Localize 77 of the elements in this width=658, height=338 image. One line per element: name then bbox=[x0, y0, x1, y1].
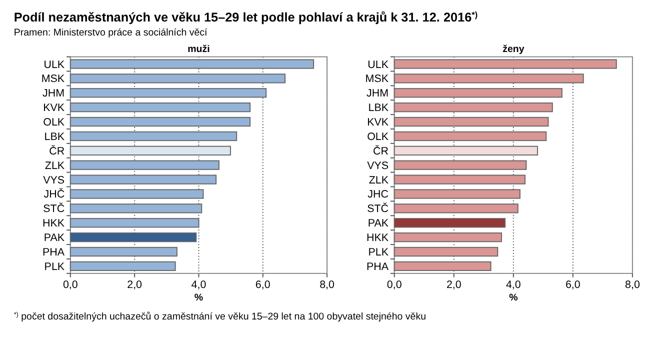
y-tick-label: PLK bbox=[368, 246, 390, 258]
bar bbox=[70, 116, 251, 127]
bar bbox=[70, 189, 204, 199]
y-tick-label: PAK bbox=[44, 232, 66, 244]
y-tick-label: ČR bbox=[373, 144, 389, 158]
y-tick-label: KVK bbox=[43, 102, 66, 114]
bar bbox=[70, 261, 176, 272]
bar bbox=[70, 102, 251, 112]
x-tick-label: 0,0 bbox=[386, 279, 402, 292]
bar bbox=[394, 204, 518, 214]
y-tick-label: HKK bbox=[42, 218, 66, 230]
bar bbox=[70, 218, 200, 228]
bar bbox=[394, 189, 520, 199]
y-tick-label: STČ bbox=[367, 202, 389, 216]
x-tick-label: 6,0 bbox=[255, 279, 270, 292]
y-tick-label: PAK bbox=[368, 218, 390, 230]
bar bbox=[394, 59, 617, 69]
y-tick-label: ULK bbox=[44, 58, 66, 71]
bar bbox=[70, 88, 267, 98]
y-tick-label: JHM bbox=[366, 88, 389, 100]
bar bbox=[394, 146, 538, 156]
bar bbox=[394, 88, 562, 98]
y-tick-label: LBK bbox=[44, 130, 66, 143]
x-tick-label: 4,0 bbox=[506, 279, 521, 292]
bar bbox=[70, 74, 286, 84]
text: $^{*)}$ počet dosažitelných uchazečů o zaměstnání ve věku 15–29 let na 100 obyvatel stejného věku bbox=[14, 310, 426, 322]
y-tick-label: MSK bbox=[41, 73, 66, 86]
bar bbox=[70, 59, 314, 69]
bar bbox=[394, 261, 492, 272]
y-tick-label: PLK bbox=[44, 260, 66, 273]
chart-title: muži bbox=[188, 44, 210, 55]
y-tick-label: JHČ bbox=[44, 188, 65, 201]
y-tick-label: VYS bbox=[43, 174, 65, 186]
y-tick-label: PHA bbox=[366, 260, 390, 273]
x-tick-label: 8,0 bbox=[625, 279, 640, 292]
y-tick-label: MSK bbox=[365, 73, 390, 86]
text: Pramen: Ministerstvo práce a sociálních věcí bbox=[14, 27, 208, 38]
bar bbox=[394, 102, 553, 112]
x-tick-label: 6,0 bbox=[565, 279, 580, 292]
y-tick-label: PHA bbox=[42, 246, 66, 258]
text: Podíl nezaměstnaných ve věku 15–29 let podle pohlaví a krajů k 31. 12. 2016$^{*)}$ bbox=[14, 10, 478, 25]
bar bbox=[394, 218, 506, 228]
y-tick-label: ZLK bbox=[368, 174, 390, 186]
x-tick-label: 0,0 bbox=[62, 279, 78, 292]
y-tick-label: LBK bbox=[368, 102, 390, 114]
x-tick-label: 4,0 bbox=[191, 279, 206, 292]
bar bbox=[70, 246, 178, 257]
bar bbox=[394, 74, 584, 84]
y-tick-label: OLK bbox=[367, 130, 390, 143]
bar bbox=[70, 174, 217, 184]
y-tick-label: JHC bbox=[368, 188, 389, 201]
bar bbox=[394, 131, 547, 142]
x-tick-label: 8,0 bbox=[320, 279, 335, 292]
y-tick-label: ZLK bbox=[44, 160, 66, 172]
chart-title: ženy bbox=[502, 44, 525, 55]
y-tick-label: JHM bbox=[42, 88, 65, 100]
bar bbox=[70, 146, 231, 156]
y-tick-label: VYS bbox=[367, 160, 389, 172]
x-tick-label: 2,0 bbox=[127, 279, 142, 292]
bar bbox=[70, 160, 220, 170]
bar bbox=[394, 174, 526, 184]
bar bbox=[394, 160, 527, 170]
bar bbox=[394, 116, 549, 127]
y-tick-label: ČR bbox=[49, 144, 65, 158]
bar bbox=[70, 204, 202, 214]
x-tick-label: 2,0 bbox=[446, 279, 462, 292]
bar bbox=[70, 131, 238, 142]
x-axis-title: % bbox=[509, 292, 518, 304]
y-tick-label: ULK bbox=[368, 58, 390, 71]
y-tick-label: KVK bbox=[367, 116, 390, 129]
bar bbox=[394, 232, 502, 242]
y-tick-label: HKK bbox=[366, 232, 390, 244]
x-axis-title: % bbox=[194, 292, 204, 304]
bar bbox=[394, 246, 498, 257]
bar bbox=[70, 232, 197, 242]
y-tick-label: OLK bbox=[43, 116, 66, 129]
y-tick-label: STČ bbox=[43, 202, 65, 216]
